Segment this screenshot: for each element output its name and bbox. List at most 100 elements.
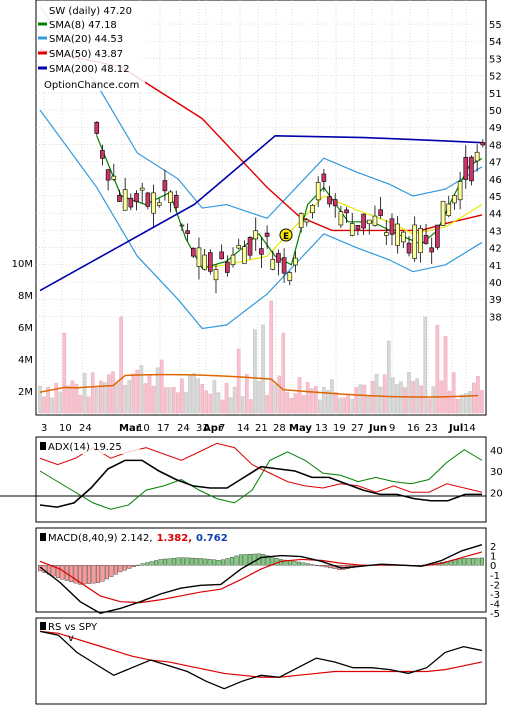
candle-body bbox=[384, 232, 389, 236]
volume-bar bbox=[476, 376, 480, 414]
macd-hist-bar bbox=[140, 563, 145, 566]
macd-hist-value: 0.762 bbox=[196, 533, 228, 544]
price-tick-label: 45 bbox=[489, 192, 502, 203]
candle-body bbox=[236, 245, 241, 249]
macd-tick-label: -2 bbox=[490, 580, 500, 591]
volume-bar bbox=[163, 387, 168, 414]
candle-body bbox=[327, 196, 332, 205]
candle-body bbox=[435, 224, 440, 248]
x-tick-label: 27 bbox=[351, 423, 364, 434]
volume-bar bbox=[216, 392, 221, 414]
volume-bar bbox=[50, 397, 54, 414]
x-tick-label: 31 bbox=[196, 423, 209, 434]
price-tick-label: 53 bbox=[489, 54, 502, 65]
macd-hist-bar bbox=[314, 565, 319, 566]
volume-bar bbox=[378, 386, 383, 414]
price-tick-label: 43 bbox=[489, 226, 502, 237]
macd-hist-bar bbox=[207, 559, 212, 566]
candle-body bbox=[105, 169, 111, 181]
earnings-event-marker[interactable]: E bbox=[279, 228, 293, 242]
volume-bar bbox=[155, 367, 160, 414]
volume-bar bbox=[427, 398, 432, 414]
macd-hist-bar bbox=[194, 558, 199, 566]
volume-bar bbox=[188, 375, 192, 414]
volume-bar bbox=[382, 374, 387, 414]
candle-body bbox=[264, 232, 270, 237]
volume-tick-label: 10M bbox=[12, 259, 33, 270]
candle-body bbox=[242, 246, 247, 264]
macd-hist-bar bbox=[198, 558, 203, 566]
volume-bar bbox=[208, 393, 213, 414]
price-tick-label: 50 bbox=[489, 106, 502, 117]
macd-hist-bar bbox=[288, 560, 293, 566]
volume-bar bbox=[224, 383, 229, 414]
candle-body bbox=[423, 235, 429, 244]
macd-hist-bar bbox=[87, 565, 92, 584]
x-tick-label: 14 bbox=[463, 423, 476, 434]
volume-bar bbox=[253, 329, 257, 414]
candle-body bbox=[355, 225, 361, 230]
macd-hist-bar bbox=[104, 565, 109, 580]
macd-hist-bar bbox=[55, 565, 60, 578]
candle-body bbox=[372, 215, 378, 226]
rs-swatch bbox=[40, 622, 46, 630]
candle-body bbox=[401, 231, 406, 243]
volume-bar bbox=[119, 316, 123, 414]
volume-bar bbox=[277, 375, 282, 414]
macd-hist-bar bbox=[252, 553, 257, 566]
volume-bar bbox=[54, 383, 59, 414]
volume-bar bbox=[374, 373, 379, 414]
adx-label: ADX(14) 19.25 bbox=[48, 442, 122, 453]
macd-tick-label: -1 bbox=[490, 571, 500, 582]
candle-body bbox=[452, 195, 457, 204]
candle-body bbox=[366, 219, 372, 225]
x-tick-label: 24 bbox=[79, 423, 92, 434]
macd-hist-bar bbox=[82, 565, 87, 585]
adx-tick-label: 40 bbox=[490, 446, 503, 457]
adx-tick-label: 30 bbox=[490, 467, 503, 478]
volume-tick-label: 6M bbox=[18, 323, 33, 334]
macd-hist-bar bbox=[310, 564, 315, 566]
x-tick-label: Mar bbox=[119, 423, 141, 434]
macd-tick-label: 2 bbox=[490, 542, 496, 553]
volume-bar bbox=[94, 387, 99, 414]
macd-axis: 210-1-2-3-4-5 bbox=[490, 542, 500, 620]
volume-bar bbox=[386, 340, 391, 414]
candle-body bbox=[213, 269, 219, 281]
macd-line bbox=[39, 543, 483, 614]
sma20-line bbox=[202, 195, 483, 269]
volume-bar bbox=[293, 393, 298, 414]
volume-bar bbox=[204, 390, 209, 414]
price-tick-label: 54 bbox=[489, 37, 502, 48]
volume-bar bbox=[309, 388, 314, 414]
volume-bar bbox=[419, 385, 423, 414]
volume-bar bbox=[415, 378, 419, 414]
volume-bar bbox=[281, 332, 286, 414]
volume-axis: 10M 8M 6M 4M 2M bbox=[12, 259, 33, 398]
rs-avg-line bbox=[39, 630, 483, 678]
candle-body bbox=[100, 150, 105, 159]
volume-bar bbox=[423, 316, 428, 414]
macd-hist-bar bbox=[229, 557, 234, 566]
volume-bar bbox=[107, 374, 111, 414]
macd-hist-bar bbox=[475, 557, 480, 566]
volume-bar bbox=[330, 379, 334, 414]
macd-hist-bar bbox=[234, 555, 239, 566]
candle-body bbox=[480, 142, 486, 146]
macd-hist-bar bbox=[247, 554, 252, 566]
macd-hist-bar bbox=[131, 565, 136, 568]
volume-bar bbox=[362, 384, 367, 414]
macd-tick-label: -4 bbox=[490, 600, 500, 611]
candle-body bbox=[173, 194, 179, 208]
volume-bar bbox=[354, 387, 359, 414]
macd-swatch bbox=[40, 533, 46, 541]
volume-bar bbox=[370, 380, 375, 414]
macd-hist-bar bbox=[149, 561, 154, 566]
candle-body bbox=[361, 213, 366, 229]
candle-body bbox=[139, 187, 145, 191]
candle-body bbox=[281, 257, 287, 274]
macd-hist-bar bbox=[78, 565, 83, 585]
price-tick-label: 48 bbox=[489, 140, 502, 151]
